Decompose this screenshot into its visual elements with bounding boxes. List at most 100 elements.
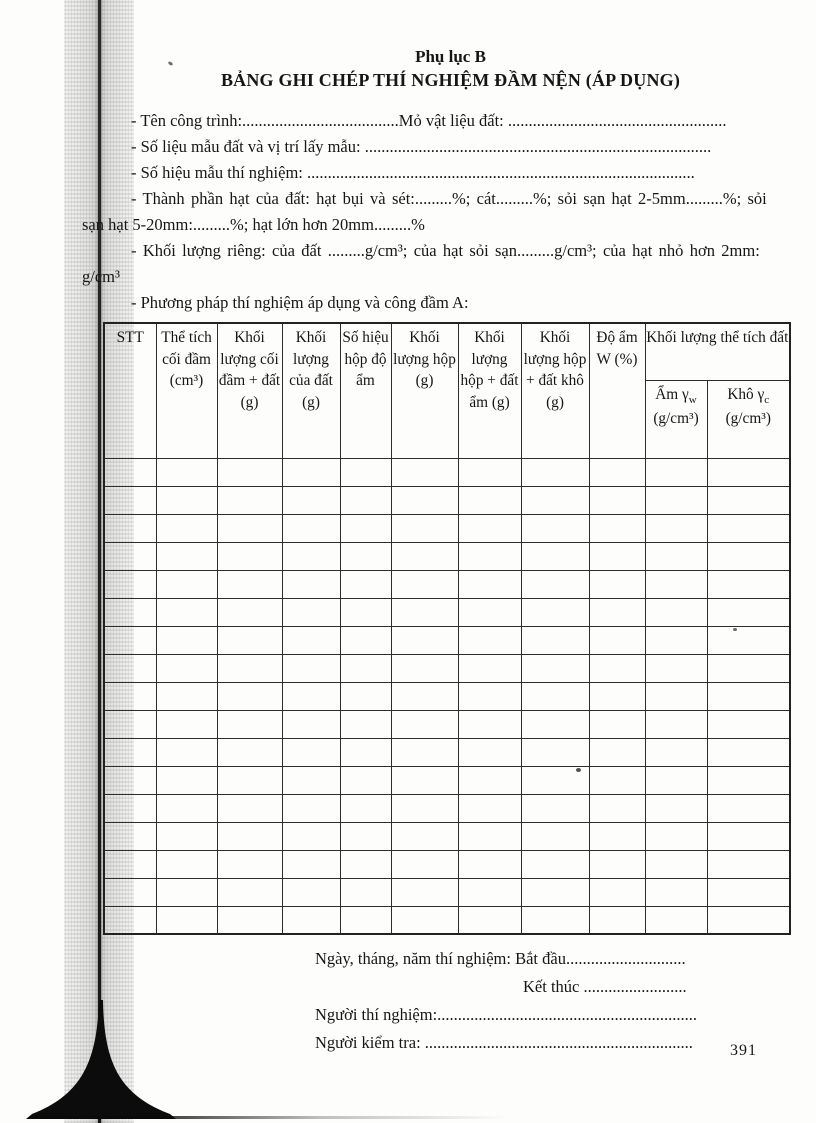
- table-cell: [457, 709, 522, 739]
- table-cell: [644, 541, 708, 571]
- table-row: [103, 681, 791, 711]
- col-header-so-hieu-hop: Số hiệu hộp độ ẩm: [339, 322, 392, 459]
- table-cell: [216, 737, 283, 767]
- table-cell: [216, 513, 283, 543]
- document-content: Phụ lục B BẢNG GHI CHÉP THÍ NGHIỆM ĐẦM N…: [82, 0, 798, 1057]
- form-line-cong-trinh: - Tên công trình:.......................…: [131, 111, 727, 130]
- table-cell: [216, 765, 283, 795]
- table-cell: [706, 569, 791, 599]
- col-header-group-kl-the-tich: Khối lượng thể tích đất: [644, 322, 791, 381]
- table-cell: [644, 737, 708, 767]
- table-cell: [520, 625, 590, 655]
- table-cell: [457, 877, 522, 907]
- gamma-w-label: Ẩm γ: [655, 385, 689, 403]
- table-cell: [103, 597, 157, 627]
- table-cell: [155, 597, 218, 627]
- table-cell: [644, 681, 708, 711]
- table-cell: [644, 709, 708, 739]
- table-cell: [520, 709, 590, 739]
- table-cell: [216, 569, 283, 599]
- footer-line-nguoi-kiem-tra: Người kiểm tra: ........................…: [315, 1033, 693, 1052]
- appendix-label: Phụ lục B: [415, 47, 486, 66]
- table-cell: [588, 681, 646, 711]
- form-line-so-lieu-mau: - Số liệu mẫu đất và vị trí lấy mẫu: ...…: [131, 137, 712, 156]
- table-cell: [644, 597, 708, 627]
- table-cell: [457, 653, 522, 683]
- table-cell: [706, 541, 791, 571]
- table-cell: [103, 877, 157, 907]
- col-header-kho-gamma-c: Khô γc (g/cm³): [706, 379, 791, 459]
- form-line-thanh-phan-hat: - Thành phần hạt của đất: hạt bụi và sét…: [131, 189, 767, 208]
- table-row: [103, 653, 791, 683]
- table-cell: [155, 541, 218, 571]
- table-cell: [644, 765, 708, 795]
- table-cell: [457, 793, 522, 823]
- table-cell: [644, 485, 708, 515]
- gamma-c-label: Khô γ: [727, 385, 765, 403]
- table-cell: [520, 793, 590, 823]
- table-cell: [706, 485, 791, 515]
- table-cell: [103, 793, 157, 823]
- table-cell: [155, 905, 218, 935]
- table-cell: [281, 849, 341, 879]
- table-cell: [588, 653, 646, 683]
- table-cell: [339, 709, 392, 739]
- footer-line-ngay-thang: Ngày, tháng, năm thí nghiệm: Bắt đầu....…: [315, 949, 686, 968]
- table-cell: [644, 625, 708, 655]
- table-cell: [390, 597, 459, 627]
- table-cell: [216, 653, 283, 683]
- table-cell: [339, 681, 392, 711]
- page-number: 391: [730, 1042, 757, 1059]
- col-header-do-am: Độ ẩm W (%): [588, 322, 646, 459]
- table-cell: [644, 849, 708, 879]
- table-cell: [339, 793, 392, 823]
- table-cell: [390, 653, 459, 683]
- form-line-so-hieu-mau: - Số hiệu mẫu thí nghiệm: ..............…: [131, 163, 695, 182]
- table-cell: [339, 457, 392, 487]
- table-row: [103, 569, 791, 599]
- table-cell: [588, 541, 646, 571]
- table-cell: [281, 485, 341, 515]
- table-cell: [520, 821, 590, 851]
- table-cell: [339, 905, 392, 935]
- table-cell: [155, 513, 218, 543]
- table-cell: [457, 513, 522, 543]
- form-line-phuong-phap: - Phương pháp thí nghiệm áp dụng và công…: [131, 293, 469, 312]
- table-cell: [216, 905, 283, 935]
- table-cell: [588, 793, 646, 823]
- table-cell: [588, 737, 646, 767]
- table-cell: [339, 877, 392, 907]
- table-cell: [155, 709, 218, 739]
- form-line-khoi-luong-rieng: - Khối lượng riêng: của đất .........g/c…: [131, 241, 760, 260]
- table-row: [103, 541, 791, 571]
- table-cell: [706, 793, 791, 823]
- table-cell: [155, 457, 218, 487]
- table-cell: [588, 765, 646, 795]
- table-cell: [520, 569, 590, 599]
- table-cell: [644, 457, 708, 487]
- table-cell: [644, 821, 708, 851]
- table-cell: [390, 457, 459, 487]
- form-line-khoi-luong-rieng-cont: g/cm³: [82, 267, 120, 286]
- table-cell: [588, 625, 646, 655]
- footer-line-ket-thuc: Kết thúc .........................: [523, 977, 687, 996]
- table-cell: [706, 681, 791, 711]
- table-cell: [281, 765, 341, 795]
- table-cell: [390, 513, 459, 543]
- col-header-stt: STT: [103, 322, 157, 459]
- table-cell: [281, 793, 341, 823]
- table-cell: [644, 877, 708, 907]
- table-row: [103, 485, 791, 515]
- table-cell: [216, 457, 283, 487]
- table-cell: [457, 541, 522, 571]
- table-cell: [155, 877, 218, 907]
- table-cell: [155, 485, 218, 515]
- table-cell: [281, 709, 341, 739]
- table-cell: [457, 765, 522, 795]
- table-cell: [216, 625, 283, 655]
- table-cell: [339, 597, 392, 627]
- gamma-w-unit: (g/cm³): [653, 410, 699, 428]
- table-cell: [216, 793, 283, 823]
- table-header: STT Thể tích cối đầm (cm³) Khối lượng cố…: [103, 322, 791, 459]
- table-cell: [216, 485, 283, 515]
